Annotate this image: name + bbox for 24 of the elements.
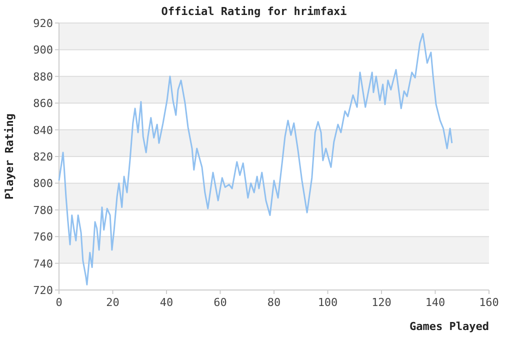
y-tick-label: 780 xyxy=(33,204,53,217)
x-tick-label: 40 xyxy=(160,296,174,309)
x-tick-label: 60 xyxy=(214,296,227,309)
y-tick-label: 860 xyxy=(33,97,53,110)
y-tick-label: 920 xyxy=(33,17,53,30)
y-tick-label: 740 xyxy=(33,257,53,270)
y-axis-title: Player Rating xyxy=(3,113,16,200)
x-tick-label: 0 xyxy=(56,296,62,309)
x-tick-label: 140 xyxy=(425,296,446,309)
x-tick-label: 80 xyxy=(267,296,281,309)
chart-title: Official Rating for hrimfaxi xyxy=(161,5,348,18)
line-series xyxy=(58,32,453,286)
y-tick-label: 800 xyxy=(33,177,53,190)
x-tick-label: 20 xyxy=(106,296,120,309)
x-tick-label: 160 xyxy=(479,296,499,309)
x-tick-label: 120 xyxy=(372,296,392,309)
y-tick-label: 720 xyxy=(33,284,53,297)
y-tick-label: 760 xyxy=(33,230,53,244)
y-tick-label: 900 xyxy=(33,44,53,57)
y-tick-label: 820 xyxy=(33,150,53,164)
x-axis-title: Games Played xyxy=(410,320,489,333)
y-tick-label: 840 xyxy=(33,124,53,137)
x-tick-label: 100 xyxy=(318,296,338,309)
y-tick-label: 880 xyxy=(33,70,53,84)
